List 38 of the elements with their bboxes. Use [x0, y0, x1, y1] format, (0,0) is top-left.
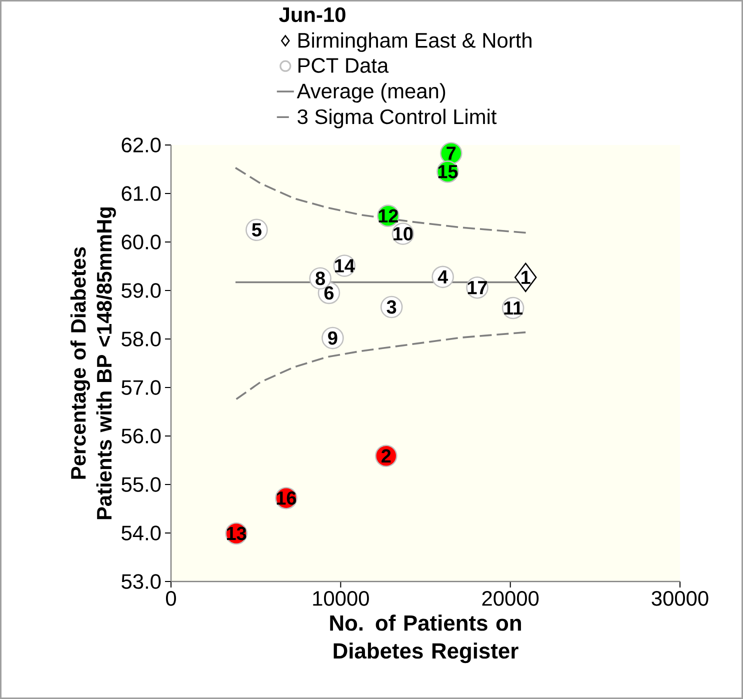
annotation: 4 [438, 270, 448, 284]
x-tick-label: 30000 [652, 591, 708, 606]
legend-label: Average (mean) [296, 83, 446, 103]
y-tick-label: 53.0 [122, 574, 161, 589]
line-series [235, 331, 528, 400]
y-tick-label: 59.0 [122, 283, 161, 298]
x-tick-label: 20000 [482, 591, 539, 606]
annotation: 6 [324, 286, 334, 300]
x-axis-title: No. of Patients on Diabetes Register [330, 614, 521, 664]
y-tick-label: 60.0 [122, 234, 161, 250]
y-tick-label: 54.0 [122, 526, 161, 540]
y-tick-label: 61.0 [122, 186, 161, 201]
legend-label: 3 Sigma Control Limit [298, 108, 497, 128]
legend-label: PCT Data [298, 58, 389, 73]
annotation: 12 [378, 209, 398, 222]
annotation: 10 [394, 227, 413, 240]
annotation: 14 [335, 259, 355, 272]
y-tick-label: 58.0 [122, 332, 161, 346]
y-tick-label: 55.0 [122, 477, 161, 492]
annotation: 7 [446, 146, 456, 160]
annotation: 13 [226, 526, 246, 540]
x-tick-label: 10000 [313, 591, 369, 606]
y-axis-title: Percentage of Diabetes Patients with BP <148/85mmHg [70, 207, 116, 520]
x-tick-label: 0 [166, 591, 176, 606]
annotation: 16 [276, 491, 296, 505]
annotation: 2 [382, 449, 391, 462]
annotation: 8 [316, 272, 325, 286]
legend-title: Jun-10 [279, 7, 346, 22]
y-tick-label: 62.0 [122, 138, 161, 152]
annotation: 11 [504, 301, 523, 314]
annotation: 17 [468, 281, 487, 294]
annotation: 1 [522, 270, 530, 284]
annotation: 3 [386, 300, 396, 314]
y-tick-label: 57.0 [122, 380, 161, 395]
annotation: 5 [252, 223, 262, 236]
legend-label: Birmingham East & North [298, 32, 532, 52]
annotation: 9 [328, 331, 338, 345]
y-tick-label: 56.0 [122, 428, 161, 444]
